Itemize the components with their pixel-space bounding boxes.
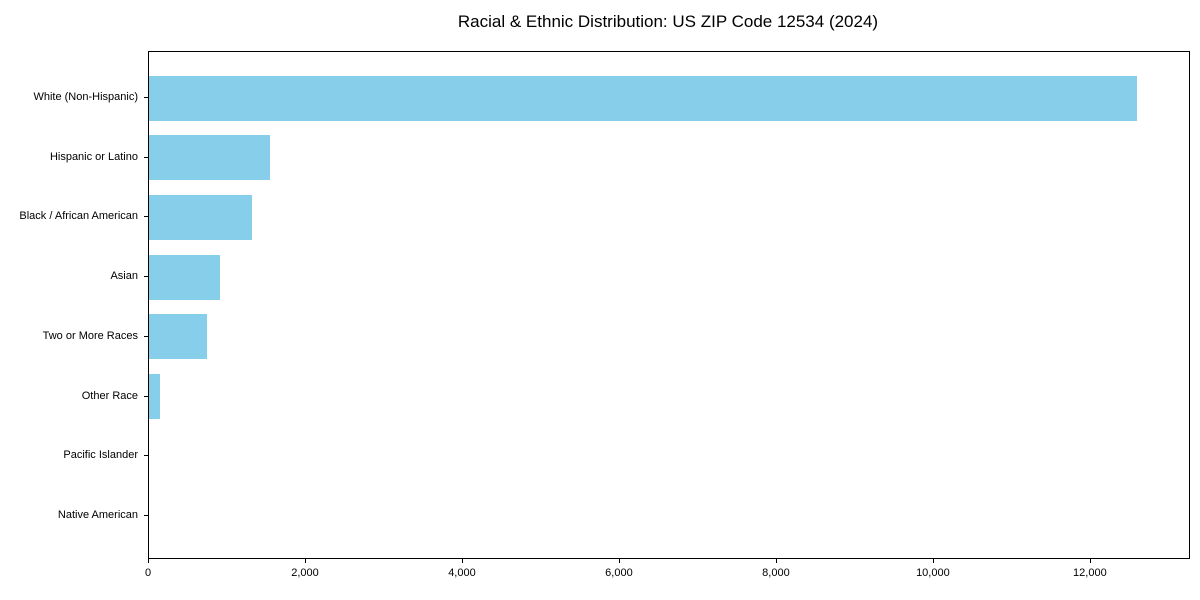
x-tick — [932, 559, 934, 563]
y-tick — [144, 97, 148, 98]
chart-title: Racial & Ethnic Distribution: US ZIP Cod… — [457, 12, 879, 31]
y-tick-label-hispanic-or-latino: Hispanic or Latino — [49, 150, 138, 163]
y-tick-label-other-race: Other Race — [81, 389, 138, 402]
plot-area — [148, 51, 1190, 559]
y-tick — [144, 216, 148, 218]
y-tick — [144, 455, 148, 457]
bar-black-african-american — [149, 194, 252, 240]
y-tick-label-white-non-hispanic: White (Non-Hispanic) — [33, 91, 138, 103]
y-tick-label-two-or-more-races: Two or More Races — [42, 329, 138, 342]
bar-other-race — [149, 374, 160, 420]
x-tick-label-0: 0 — [144, 567, 152, 579]
y-tick — [144, 514, 148, 516]
x-tick — [1089, 559, 1091, 563]
x-tick-label-8000: 8,000 — [762, 567, 790, 579]
y-tick-label-black-african-american: Black / African American — [19, 210, 138, 223]
x-tick — [461, 559, 463, 563]
y-tick — [144, 395, 148, 397]
x-tick-label-6000: 6,000 — [605, 567, 633, 579]
bar-white-non-hispanic — [149, 75, 1138, 121]
y-tick — [144, 276, 148, 278]
y-tick-label-asian: Asian — [110, 270, 138, 283]
bar-hispanic-or-latino — [149, 135, 270, 181]
x-tick-label-4000: 4,000 — [448, 567, 476, 579]
x-tick — [775, 559, 777, 563]
x-tick-label-10000: 10,000 — [916, 567, 950, 579]
y-tick — [144, 156, 148, 158]
x-tick — [148, 559, 149, 563]
x-tick-label-2000: 2,000 — [291, 567, 319, 579]
x-tick-label-12000: 12,000 — [1073, 567, 1107, 579]
bar-asian — [149, 254, 221, 300]
bar-two-or-more-races — [149, 314, 207, 360]
x-tick — [618, 559, 620, 563]
y-tick-label-pacific-islander: Pacific Islander — [63, 449, 138, 462]
x-tick — [304, 559, 306, 563]
y-tick — [144, 335, 148, 337]
y-tick-label-native-american: Native American — [57, 508, 138, 521]
